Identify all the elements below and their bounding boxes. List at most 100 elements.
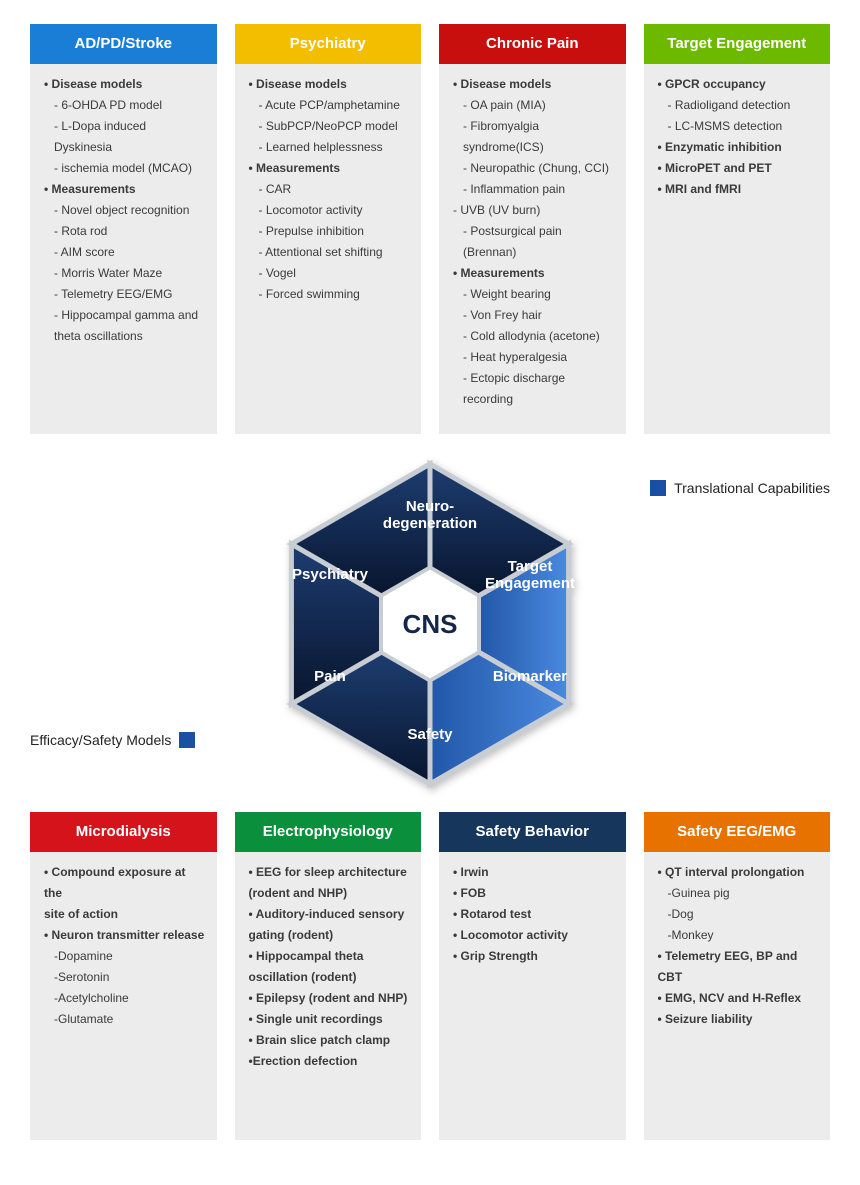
card-line: - Vogel [245,263,412,284]
card-line: - L-Dopa induced Dyskinesia [40,116,207,158]
card-line: - Morris Water Maze [40,263,207,284]
card-line: •Erection defection [245,1051,412,1072]
card-line: - Forced swimming [245,284,412,305]
card-line: • Grip Strength [449,946,616,967]
card-line: - Weight bearing [449,284,616,305]
card-line: • Epilepsy (rodent and NHP) [245,988,412,1009]
card-line: - Acute PCP/amphetamine [245,95,412,116]
card-line: - AIM score [40,242,207,263]
card-line: - OA pain (MIA) [449,95,616,116]
card-title: Electrophysiology [235,812,422,852]
card-line: • GPCR occupancy [654,74,821,95]
card-line: - Prepulse inhibition [245,221,412,242]
card-line: • EEG for sleep architecture [245,862,412,883]
card-line: • Locomotor activity [449,925,616,946]
card-line: - Rota rod [40,221,207,242]
card-line: - Attentional set shifting [245,242,412,263]
card-body: • EEG for sleep architecture (rodent and… [235,852,422,1140]
top-card-row: AD/PD/Stroke• Disease models- 6-OHDA PD … [30,24,830,434]
card-line: - Neuropathic (Chung, CCI) [449,158,616,179]
card-title: Safety Behavior [439,812,626,852]
card-line: gating (rodent) [245,925,412,946]
card-line: - 6-OHDA PD model [40,95,207,116]
card-line: -Glutamate [40,1009,207,1030]
hex-segment-label: Pain [314,668,346,685]
card-line: • Irwin [449,862,616,883]
card-line: - Postsurgical pain (Brennan) [449,221,616,263]
card-line: • Disease models [449,74,616,95]
card-body: • Irwin• FOB• Rotarod test• Locomotor ac… [439,852,626,1140]
card-line: • Hippocampal theta [245,946,412,967]
hex-section: Translational Capabilities Efficacy/Safe… [30,454,830,794]
card-line: • MRI and fMRI [654,179,821,200]
card-line: -Dog [654,904,821,925]
card-title: AD/PD/Stroke [30,24,217,64]
card-line: -Acetylcholine [40,988,207,1009]
card-line: - Learned helplessness [245,137,412,158]
card-body: • QT interval prolongation-Guinea pig-Do… [644,852,831,1140]
card-line: • Measurements [449,263,616,284]
card-title: Microdialysis [30,812,217,852]
card-line: - Radioligand detection [654,95,821,116]
card-line: - Von Frey hair [449,305,616,326]
card-line: -Serotonin [40,967,207,988]
card-line: -Guinea pig [654,883,821,904]
card-line: - CAR [245,179,412,200]
card-line: - SubPCP/NeoPCP model [245,116,412,137]
legend-right-label: Translational Capabilities [674,480,830,496]
card-line: • Neuron transmitter release [40,925,207,946]
card-line: - Hippocampal gamma and [40,305,207,326]
card-body: • Disease models- OA pain (MIA)- Fibromy… [439,64,626,434]
legend-left-swatch [179,732,195,748]
card-title: Psychiatry [235,24,422,64]
card-line: • Single unit recordings [245,1009,412,1030]
info-card: Safety Behavior• Irwin• FOB• Rotarod tes… [439,812,626,1140]
card-line: • Seizure liability [654,1009,821,1030]
card-line: -Monkey [654,925,821,946]
card-line: • Disease models [40,74,207,95]
card-line: • Rotarod test [449,904,616,925]
card-line: - Ectopic discharge recording [449,368,616,410]
bottom-card-row: Microdialysis• Compound exposure at the … [30,812,830,1140]
card-line: • Measurements [245,158,412,179]
card-title: Target Engagement [644,24,831,64]
hex-diagram: CNSNeuro-degenerationTargetEngagementBio… [240,459,620,789]
card-body: • Compound exposure at the site of actio… [30,852,217,1140]
card-line: - Fibromyalgia syndrome(ICS) [449,116,616,158]
info-card: Microdialysis• Compound exposure at the … [30,812,217,1140]
card-body: • Disease models- Acute PCP/amphetamine-… [235,64,422,412]
card-line: • QT interval prolongation [654,862,821,883]
card-title: Chronic Pain [439,24,626,64]
card-line: - Cold allodynia (acetone) [449,326,616,347]
card-line: - UVB (UV burn) [449,200,616,221]
card-line: - ischemia model (MCAO) [40,158,207,179]
card-body: • Disease models- 6-OHDA PD model- L-Dop… [30,64,217,412]
card-line: site of action [40,904,207,925]
info-card: Electrophysiology• EEG for sleep archite… [235,812,422,1140]
card-line: • Compound exposure at the [40,862,207,904]
legend-right-swatch [650,480,666,496]
card-line: - Novel object recognition [40,200,207,221]
card-line: - LC-MSMS detection [654,116,821,137]
card-line: • FOB [449,883,616,904]
card-line: • Telemetry EEG, BP and CBT [654,946,821,988]
info-card: Safety EEG/EMG• QT interval prolongation… [644,812,831,1140]
legend-left: Efficacy/Safety Models [30,732,195,748]
hex-segment-label: Safety [407,726,453,743]
card-line: • Auditory-induced sensory [245,904,412,925]
info-card: Chronic Pain• Disease models- OA pain (M… [439,24,626,434]
card-line: • Enzymatic inhibition [654,137,821,158]
info-card: AD/PD/Stroke• Disease models- 6-OHDA PD … [30,24,217,434]
hex-segment-label: Psychiatry [292,566,369,583]
hex-center-label: CNS [403,609,458,639]
card-line: theta oscillations [40,326,207,347]
card-line: - Telemetry EEG/EMG [40,284,207,305]
card-line: • Disease models [245,74,412,95]
card-line: - Locomotor activity [245,200,412,221]
hex-segment-label: Biomarker [493,668,567,685]
info-card: Target Engagement• GPCR occupancy- Radio… [644,24,831,434]
card-line: - Heat hyperalgesia [449,347,616,368]
legend-right: Translational Capabilities [650,480,830,496]
legend-left-label: Efficacy/Safety Models [30,732,171,748]
card-body: • GPCR occupancy- Radioligand detection-… [644,64,831,412]
